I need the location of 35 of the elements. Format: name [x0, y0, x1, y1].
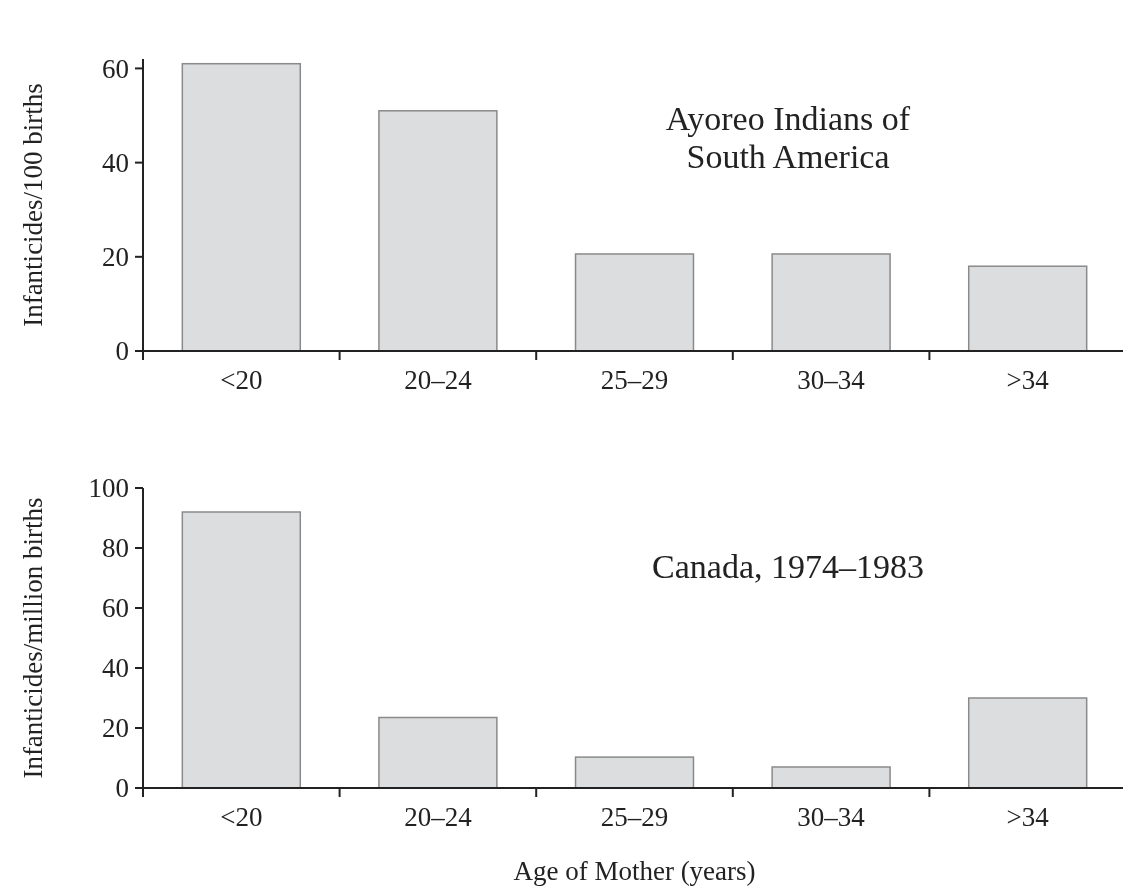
- bar: [181, 511, 302, 789]
- x-tick-label: >34: [1006, 802, 1050, 832]
- y-axis-title: Infanticides/100 births: [18, 83, 48, 327]
- bar: [181, 62, 302, 352]
- y-tick-label: 40: [102, 653, 129, 684]
- y-tick-label: 40: [102, 148, 129, 179]
- x-tick-label: 20–24: [404, 802, 473, 832]
- annotation: Canada, 1974–1983: [652, 548, 924, 585]
- x-tick-label: <20: [220, 802, 263, 832]
- x-tick-label: <20: [220, 365, 263, 395]
- y-axis-title: Infanticides/million births: [18, 497, 48, 779]
- x-tick-label: >34: [1006, 365, 1050, 395]
- x-tick-label: 30–34: [797, 802, 866, 832]
- bar: [967, 265, 1088, 352]
- x-axis-title: Age of Mother (years): [513, 856, 756, 886]
- annotation: Ayoreo Indians of South America: [665, 99, 911, 175]
- x-tick-label: 25–29: [600, 802, 669, 832]
- bar: [771, 766, 891, 789]
- x-tick-label: 25–29: [600, 365, 669, 395]
- y-tick-label: 20: [102, 713, 129, 744]
- y-tick-label: 80: [102, 533, 129, 564]
- bar: [574, 756, 695, 789]
- y-tick-label: 60: [102, 53, 129, 84]
- x-tick-label: 20–24: [404, 365, 473, 395]
- y-tick-label: 0: [115, 773, 129, 804]
- y-tick-label: 0: [115, 336, 129, 367]
- y-tick-label: 20: [102, 242, 129, 273]
- bar: [378, 716, 498, 789]
- y-tick-label: 60: [102, 593, 129, 624]
- y-tick-label: 100: [88, 473, 129, 504]
- x-tick-label: 30–34: [797, 365, 866, 395]
- bar: [574, 253, 695, 352]
- bar: [771, 253, 891, 352]
- bar: [967, 697, 1088, 789]
- bar: [378, 110, 498, 352]
